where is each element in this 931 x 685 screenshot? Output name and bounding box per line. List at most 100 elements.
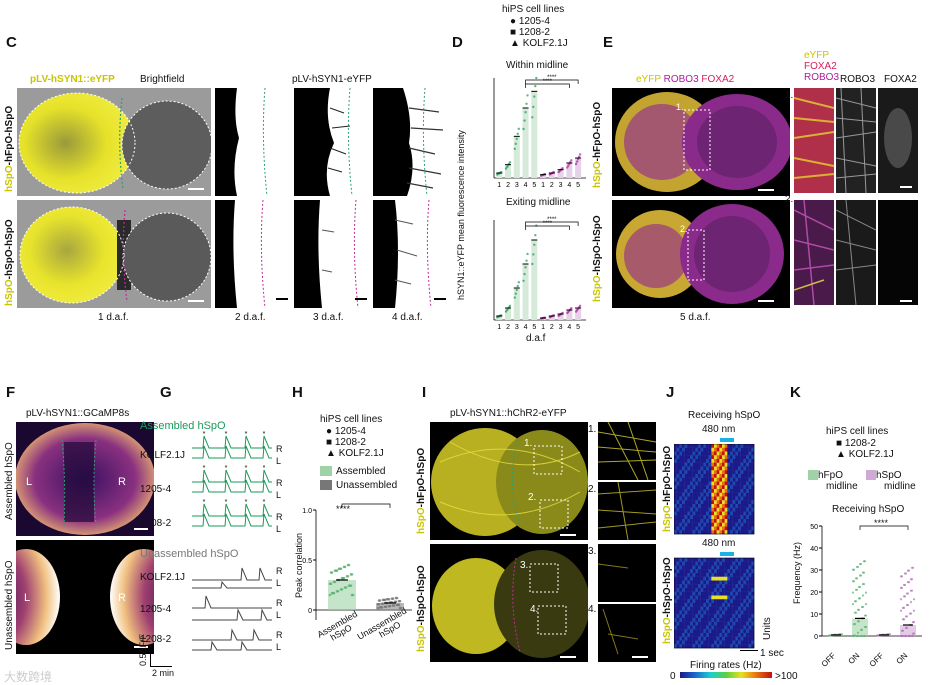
j-heat-cell xyxy=(703,530,707,535)
h-point xyxy=(339,588,343,591)
j-heat-cell xyxy=(746,507,749,512)
j-heat-cell xyxy=(722,591,725,596)
k-point xyxy=(907,569,911,572)
j-heat-cell xyxy=(706,455,709,460)
j-heat-cell xyxy=(746,595,749,600)
j-heat-cell xyxy=(748,580,752,585)
j-heat-cell xyxy=(738,474,741,478)
j-heat-cell xyxy=(692,573,696,577)
j-heat-cell xyxy=(684,462,688,467)
j-heat-cell xyxy=(711,522,715,527)
j-heat-cell xyxy=(698,558,701,562)
j-heat-cell xyxy=(676,459,680,463)
i-zoom-3 xyxy=(598,544,656,602)
j-heat-cell xyxy=(711,511,715,516)
j-heat-cell xyxy=(716,507,720,512)
panel-label-k: K xyxy=(790,384,801,401)
k-ytick-label: 10 xyxy=(810,612,818,619)
j-heat-cell xyxy=(690,526,693,531)
j-heat-cell xyxy=(714,621,717,626)
j-heat-cell xyxy=(746,603,749,607)
j-heat-cell xyxy=(700,507,704,512)
j-heat-cell xyxy=(746,636,749,641)
j-heat-cell xyxy=(743,507,747,512)
j-heat-cell xyxy=(706,625,709,630)
j-heat-cell xyxy=(676,565,680,570)
k-point xyxy=(905,626,909,629)
j-heat-cell xyxy=(692,558,696,562)
j-heat-cell xyxy=(703,496,707,501)
j-heat-cell xyxy=(714,573,717,577)
j-heat-cell xyxy=(727,477,731,482)
j-heat-cell xyxy=(698,459,701,463)
j-heat-cell xyxy=(716,618,720,622)
g-L-6: L xyxy=(276,642,282,652)
j-heat-cell xyxy=(746,466,749,471)
j-heat-cell xyxy=(730,599,733,604)
j-heat-cell xyxy=(730,526,733,531)
h-point xyxy=(328,593,332,597)
j-heat-cell xyxy=(687,621,691,626)
j-colorbar-title: Firing rates (Hz) xyxy=(690,660,762,671)
j-heat-cell xyxy=(679,522,683,527)
j-heat-cell xyxy=(735,595,739,600)
j-heat-cell xyxy=(687,474,691,478)
j-heat-cell xyxy=(730,462,733,467)
j-heat-cell xyxy=(732,558,736,562)
j-heat-cell xyxy=(751,522,755,527)
j-heat-cell xyxy=(751,599,755,604)
j-heat-cell xyxy=(746,591,749,596)
j-heat-cell xyxy=(698,447,701,452)
j-heat-cell xyxy=(687,633,691,637)
j-heat-cell xyxy=(682,629,685,634)
j-heat-cell xyxy=(732,629,736,634)
j-heat-cell xyxy=(722,603,725,607)
j-heat-cell xyxy=(722,588,725,592)
e-zoom2-foxa2 xyxy=(878,200,918,305)
j-heat-cell xyxy=(708,504,712,508)
j-heat-cell xyxy=(706,459,709,463)
j-heat-cell xyxy=(716,644,720,649)
j-heat-cell xyxy=(746,530,749,535)
j-heat-cell xyxy=(682,507,685,512)
d-point xyxy=(525,102,528,105)
j-heat-cell xyxy=(695,573,699,577)
j-heat-cell xyxy=(692,522,696,527)
j-heat-cell xyxy=(743,565,747,570)
j-heat-cell xyxy=(690,492,693,497)
j-heat-cell xyxy=(695,614,699,619)
j-heat-cell xyxy=(751,621,755,626)
j-heat-cell xyxy=(751,507,755,512)
d-point xyxy=(522,279,525,282)
j-heat-cell xyxy=(695,588,699,592)
j-heat-cell xyxy=(684,519,688,523)
h-point xyxy=(394,596,398,600)
j-heat-cell xyxy=(732,455,736,460)
j-heat-cell xyxy=(748,629,752,634)
j-heat-cell xyxy=(690,504,693,508)
j-heat-cell xyxy=(703,588,707,592)
j-heat-cell xyxy=(724,489,728,493)
j-heat-cell xyxy=(711,462,715,467)
j-heat-cell xyxy=(676,640,680,645)
j-heat-cell xyxy=(716,588,720,592)
j-heat-cell xyxy=(679,603,683,607)
j-heat-cell xyxy=(714,610,717,615)
j-heat-cell xyxy=(714,595,717,600)
j-heat-cell xyxy=(682,584,685,589)
h-point xyxy=(337,567,341,571)
h-point xyxy=(347,584,351,587)
j-heat-cell xyxy=(751,614,755,619)
j-row1-label: hSpO-hFpO-hSpO xyxy=(662,445,673,532)
j-heat-cell xyxy=(703,500,707,505)
j-heat-cell xyxy=(690,580,693,585)
panel-label-d: D xyxy=(452,34,463,51)
d-point xyxy=(524,266,527,269)
j-heat-cell xyxy=(703,558,707,562)
j-heat-cell xyxy=(722,477,725,482)
j-heat-cell xyxy=(714,580,717,585)
d-legend-item-3: ▲ KOLF2.1J xyxy=(510,38,568,49)
k-point xyxy=(912,598,916,601)
j-heat-cell xyxy=(740,606,744,611)
j-heat-cell xyxy=(684,588,688,592)
